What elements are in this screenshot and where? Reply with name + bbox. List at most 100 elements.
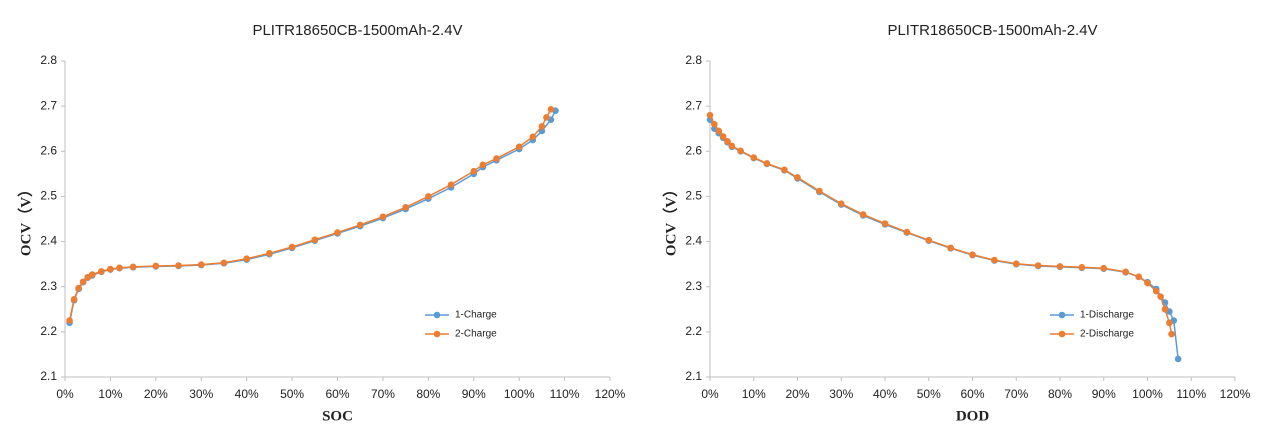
- data-point: [1100, 264, 1108, 272]
- data-point: [288, 243, 296, 251]
- data-point: [197, 261, 205, 268]
- y-tick-label: 2.3: [40, 279, 57, 293]
- data-point: [947, 244, 954, 252]
- data-point: [88, 271, 96, 278]
- x-tick-label: 0%: [56, 387, 74, 401]
- x-tick-label: 80%: [1048, 387, 1072, 401]
- data-point: [1166, 319, 1173, 327]
- data-point: [991, 256, 998, 264]
- data-point: [356, 221, 364, 229]
- data-point: [969, 251, 976, 258]
- legend-marker: [1058, 311, 1066, 319]
- x-tick-label: 90%: [1092, 387, 1116, 401]
- data-point: [1078, 264, 1086, 271]
- data-point: [470, 167, 478, 175]
- y-tick-label: 2.6: [685, 143, 702, 157]
- y-tick-label: 2.7: [685, 98, 702, 112]
- data-point: [220, 259, 228, 267]
- data-point: [1034, 262, 1042, 269]
- data-point: [243, 255, 250, 263]
- data-point: [903, 228, 911, 236]
- x-tick-label: 120%: [595, 387, 626, 401]
- data-point: [816, 187, 823, 195]
- data-point: [311, 236, 319, 244]
- data-point: [79, 278, 87, 286]
- x-tick-label: 20%: [785, 387, 809, 401]
- x-tick-label: 100%: [1132, 387, 1163, 401]
- data-point: [70, 296, 78, 303]
- data-point: [334, 229, 341, 236]
- data-point: [781, 166, 788, 174]
- y-tick-label: 2.3: [685, 279, 702, 293]
- y-axis-label: OCV（V）: [661, 182, 679, 256]
- series-line: [709, 119, 1179, 360]
- x-tick-label: 0%: [701, 387, 719, 401]
- x-tick-label: 50%: [917, 387, 941, 401]
- legend-label: 1-Discharge: [1080, 310, 1134, 321]
- data-point: [107, 265, 114, 273]
- x-tick-label: 110%: [550, 387, 580, 401]
- x-tick-label: 10%: [742, 387, 766, 401]
- series-line: [68, 108, 552, 321]
- data-point: [175, 262, 182, 269]
- chart-title: PLITR18650CB-1500mAh-2.4V: [887, 22, 1097, 39]
- data-point: [794, 174, 801, 181]
- data-point: [737, 147, 744, 155]
- y-tick-label: 2.4: [40, 234, 57, 248]
- x-tick-label: 50%: [280, 387, 304, 401]
- data-point: [379, 213, 387, 221]
- data-point: [925, 236, 933, 244]
- data-point: [1152, 287, 1160, 295]
- data-point: [447, 181, 455, 188]
- data-point: [402, 203, 409, 211]
- y-tick-label: 2.5: [40, 189, 57, 203]
- x-tick-label: 30%: [829, 387, 853, 401]
- data-point: [543, 114, 550, 121]
- y-tick-label: 2.1: [685, 369, 702, 383]
- data-point: [763, 160, 771, 167]
- data-point: [750, 154, 758, 161]
- series-line: [709, 114, 1173, 335]
- data-point: [837, 200, 845, 207]
- y-tick-label: 2.8: [40, 53, 57, 67]
- chart: 2.1 2.2 2.3 2.4 2.5 2.6 2.7 2.8 0% 10% 20% 30% 40% 50…: [16, 22, 625, 424]
- x-axis-label: DOD: [956, 408, 990, 424]
- x-tick-label: 40%: [235, 387, 259, 401]
- x-tick-label: 110%: [1176, 387, 1206, 401]
- data-point: [711, 120, 718, 128]
- data-point: [728, 142, 736, 150]
- y-tick-label: 2.7: [40, 98, 57, 112]
- legend-label: 1-Charge: [455, 310, 497, 321]
- data-point: [1056, 263, 1064, 270]
- y-tick-label: 2.6: [40, 143, 57, 157]
- data-point: [1122, 268, 1129, 276]
- data-point: [1168, 330, 1175, 338]
- data-point: [266, 250, 273, 257]
- x-tick-label: 80%: [416, 387, 440, 401]
- legend-label: 2-Discharge: [1080, 329, 1134, 340]
- legend-label: 2-Charge: [455, 329, 497, 340]
- x-tick-label: 20%: [144, 387, 168, 401]
- data-point: [479, 161, 487, 169]
- y-tick-label: 2.2: [685, 324, 702, 338]
- data-point: [1161, 305, 1169, 313]
- data-point: [1012, 260, 1020, 267]
- data-point: [1144, 279, 1151, 287]
- x-tick-label: 60%: [960, 387, 984, 401]
- data-point: [715, 127, 723, 135]
- data-point: [529, 133, 537, 141]
- chart: 2.1 2.2 2.3 2.4 2.5 2.6 2.7 2.8 0% 10% 20% 30% 40% 50…: [661, 22, 1250, 424]
- data-point: [547, 106, 555, 113]
- x-tick-label: 100%: [504, 387, 535, 401]
- legend-marker: [433, 330, 441, 338]
- legend-marker: [1058, 330, 1066, 338]
- data-point: [719, 133, 727, 140]
- data-point: [425, 193, 432, 200]
- data-point: [1157, 293, 1164, 300]
- data-point: [724, 138, 731, 145]
- data-point: [98, 268, 105, 275]
- data-point: [129, 263, 137, 271]
- x-tick-label: 70%: [371, 387, 395, 401]
- data-point: [706, 111, 714, 119]
